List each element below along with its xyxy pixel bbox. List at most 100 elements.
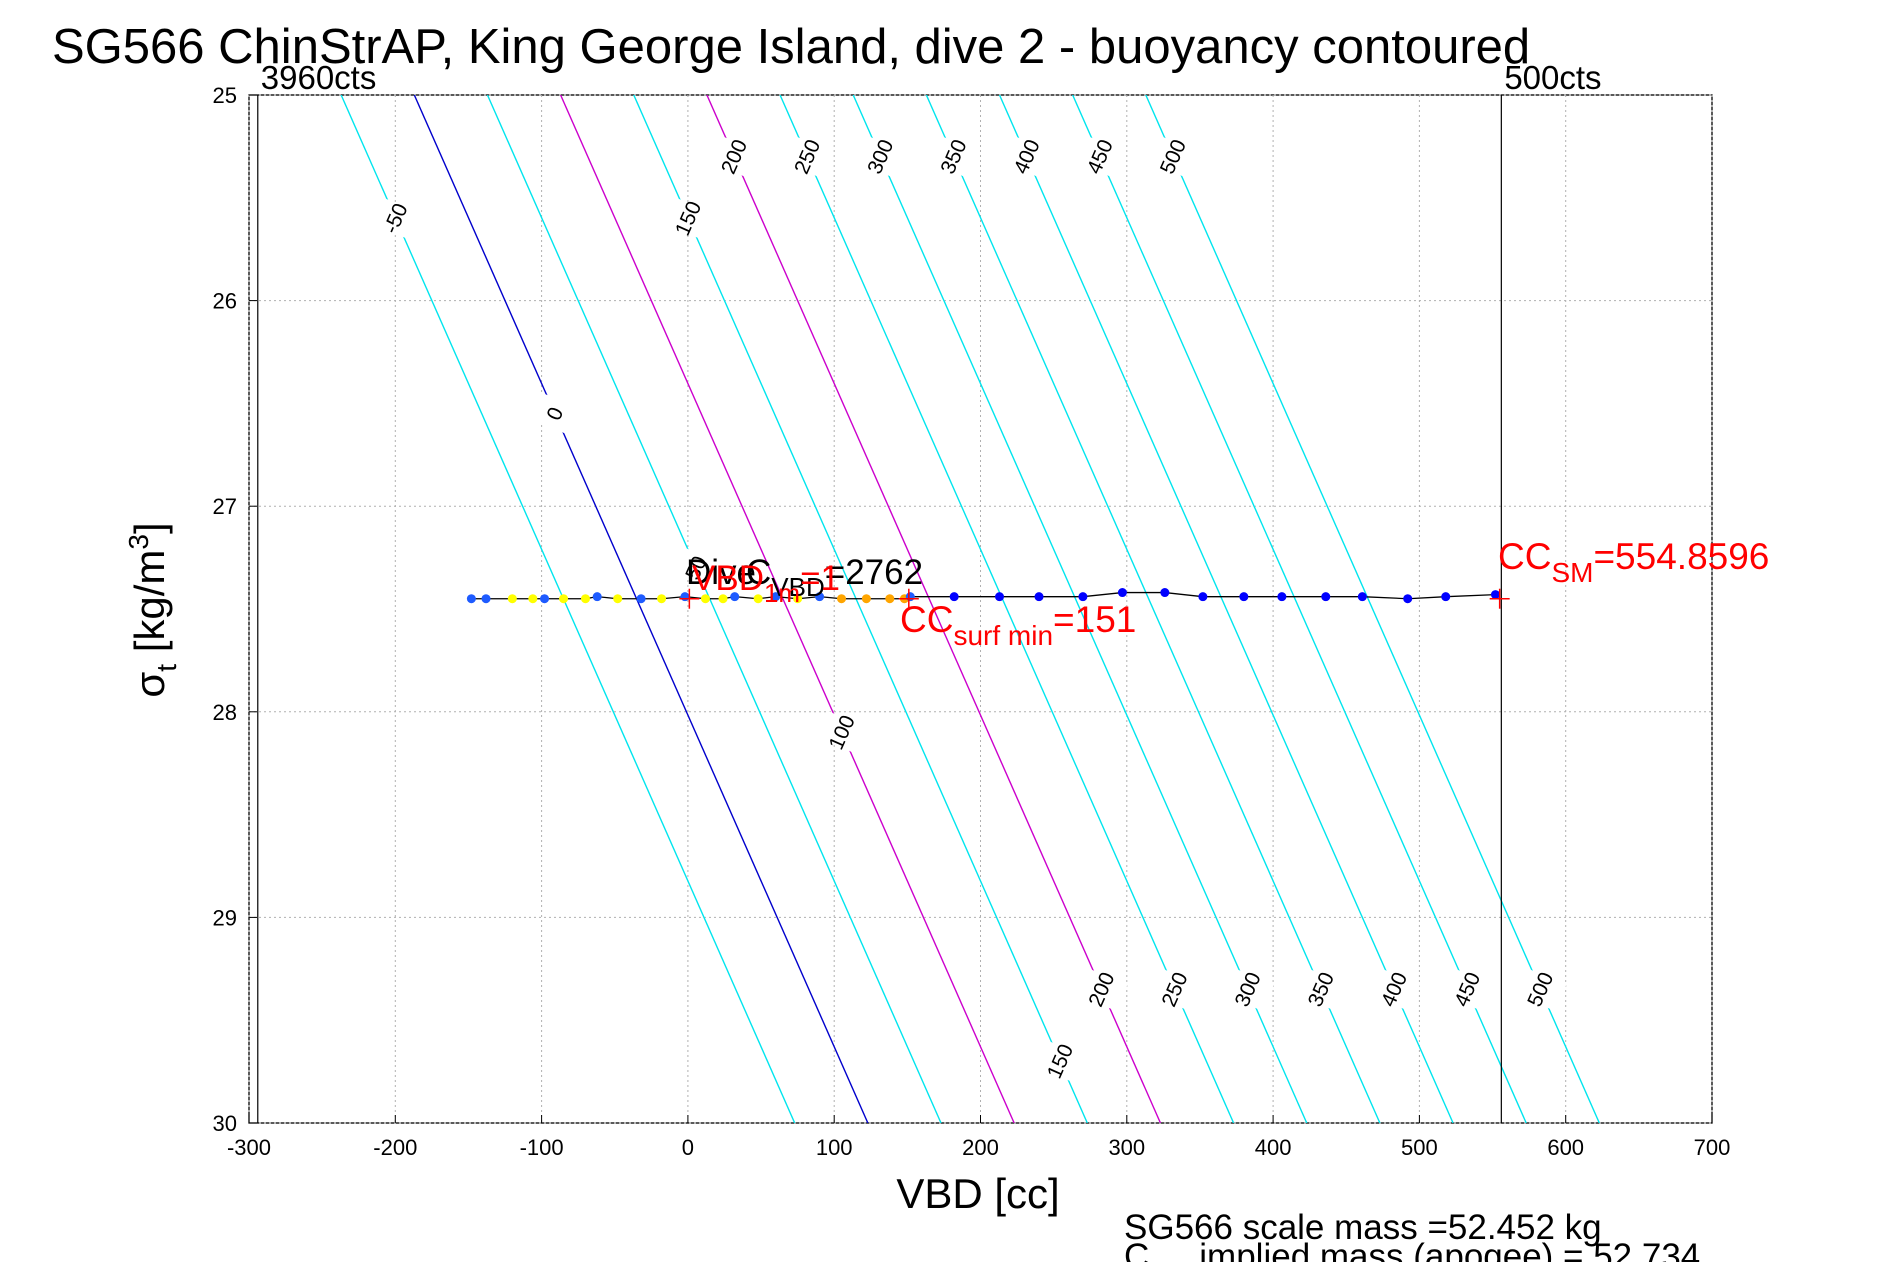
contour-label-bg [1074,134,1126,179]
contour-line-400 [998,95,1454,1123]
contour-label-bg [1148,967,1201,1012]
y-tick-label: 30 [213,1111,237,1136]
data-point [680,592,690,602]
plot-frame [248,94,1713,1124]
data-point [1321,592,1331,602]
vbd-1m-annotation: VBD1m=1 [692,559,840,608]
x-tick-label: 400 [1255,1135,1292,1160]
data-point [1198,592,1208,602]
vbd-limit-label: 500cts [1504,59,1601,96]
data-point [793,594,803,604]
contour-label-bg [927,134,980,179]
x-axis-label: VBD [cc] [896,1170,1059,1217]
y-tick-label: 28 [213,700,237,725]
contour-lines [340,95,1600,1123]
contour-label-bg [1441,967,1494,1012]
data-point [730,592,740,602]
x-tick-label: -200 [373,1135,417,1160]
dive-trace-line [471,591,1496,600]
contour-line--50 [340,95,796,1123]
data-point [995,592,1005,602]
contour-label-bg [1075,967,1128,1012]
data-point [1441,592,1451,602]
data-point [657,594,667,604]
contour-label-bg [1514,967,1567,1012]
data-point [592,592,602,602]
contour-label-bg [1000,134,1053,179]
data-point [1277,592,1287,602]
data-point [753,594,763,604]
contour-label-bg [529,391,581,436]
contour-label-bg [1368,967,1420,1012]
x-tick-label: 200 [962,1135,999,1160]
x-tick-label: 100 [816,1135,853,1160]
cc-sm-annotation: CCSM=554.8596 [1498,536,1769,588]
x-tick-label: 0 [682,1135,694,1160]
dive-series [466,588,1510,609]
y-axis-label: σt [kg/m3] [123,522,182,697]
contour-line-500 [1145,95,1600,1123]
data-point [507,594,517,604]
x-tick-label: 700 [1694,1135,1731,1160]
contour-label-bg [1222,967,1274,1012]
data-point [559,594,569,604]
cc-surf-min-annotation: CCsurf min=151 [900,599,1136,651]
y-tick-label: 29 [213,905,237,930]
data-point [1357,592,1367,602]
data-point [481,594,491,604]
c-vbd-annotation: CVBD=2762 [746,553,923,602]
x-tick-label: 600 [1547,1135,1584,1160]
contour-label-bg [670,546,722,590]
data-point [771,592,781,602]
x-tick-label: 500 [1401,1135,1438,1160]
y-tick-label: 25 [213,83,237,108]
data-point [885,594,895,604]
x-tick-label: -100 [520,1135,564,1160]
data-point [466,594,476,604]
data-point [540,594,550,604]
data-point [1239,592,1249,602]
data-point [613,594,623,604]
data-point [861,594,871,604]
contour-line-350 [925,95,1381,1123]
grid-lines [248,94,1713,1124]
data-point [1490,590,1500,600]
chart-title: SG566 ChinStrAP, King George Island, div… [52,20,1530,74]
contour-line-450 [1072,95,1527,1123]
contour-line-0 [413,95,869,1123]
dive-annotation: Dive [686,553,756,592]
contour-label-bg [1295,967,1347,1012]
contour-line-50 [486,95,942,1123]
contour-label-bg [1034,1039,1086,1084]
data-point [837,594,847,604]
vbd-limit-lines: 3960cts 500cts [257,59,1602,1123]
contour-label-bg [854,134,907,179]
contour-label-bg [662,196,714,241]
scale-mass-annotation: SG566 scale mass =52.452 kg [1124,1208,1602,1247]
data-point [1160,588,1170,598]
contour-label-bg [781,134,834,179]
contour-label-bg [816,710,868,755]
contour-line-250 [779,95,1235,1123]
data-point [700,594,710,604]
contour-line-300 [852,95,1308,1123]
vbd-limit-label: 3960cts [261,59,377,96]
contour-label-bg [708,134,760,179]
x-tick-label: 300 [1108,1135,1145,1160]
y-tick-label: 26 [213,289,237,314]
y-tick-label: 27 [213,494,237,519]
x-tick-label: -300 [227,1135,271,1160]
data-point [815,592,825,602]
data-point [1117,588,1127,598]
axis-ticks: -300 -200 -100 0 100 200 300 400 500 600 700 25 26 27… [213,83,1731,1160]
contour-line-150 [633,95,1088,1123]
data-point [636,594,646,604]
data-point [718,594,728,604]
data-point [1078,592,1088,602]
data-point [528,594,538,604]
svg-text:σt [kg/m3]: σt [kg/m3] [123,522,182,697]
contour-line-200 [706,95,1162,1123]
